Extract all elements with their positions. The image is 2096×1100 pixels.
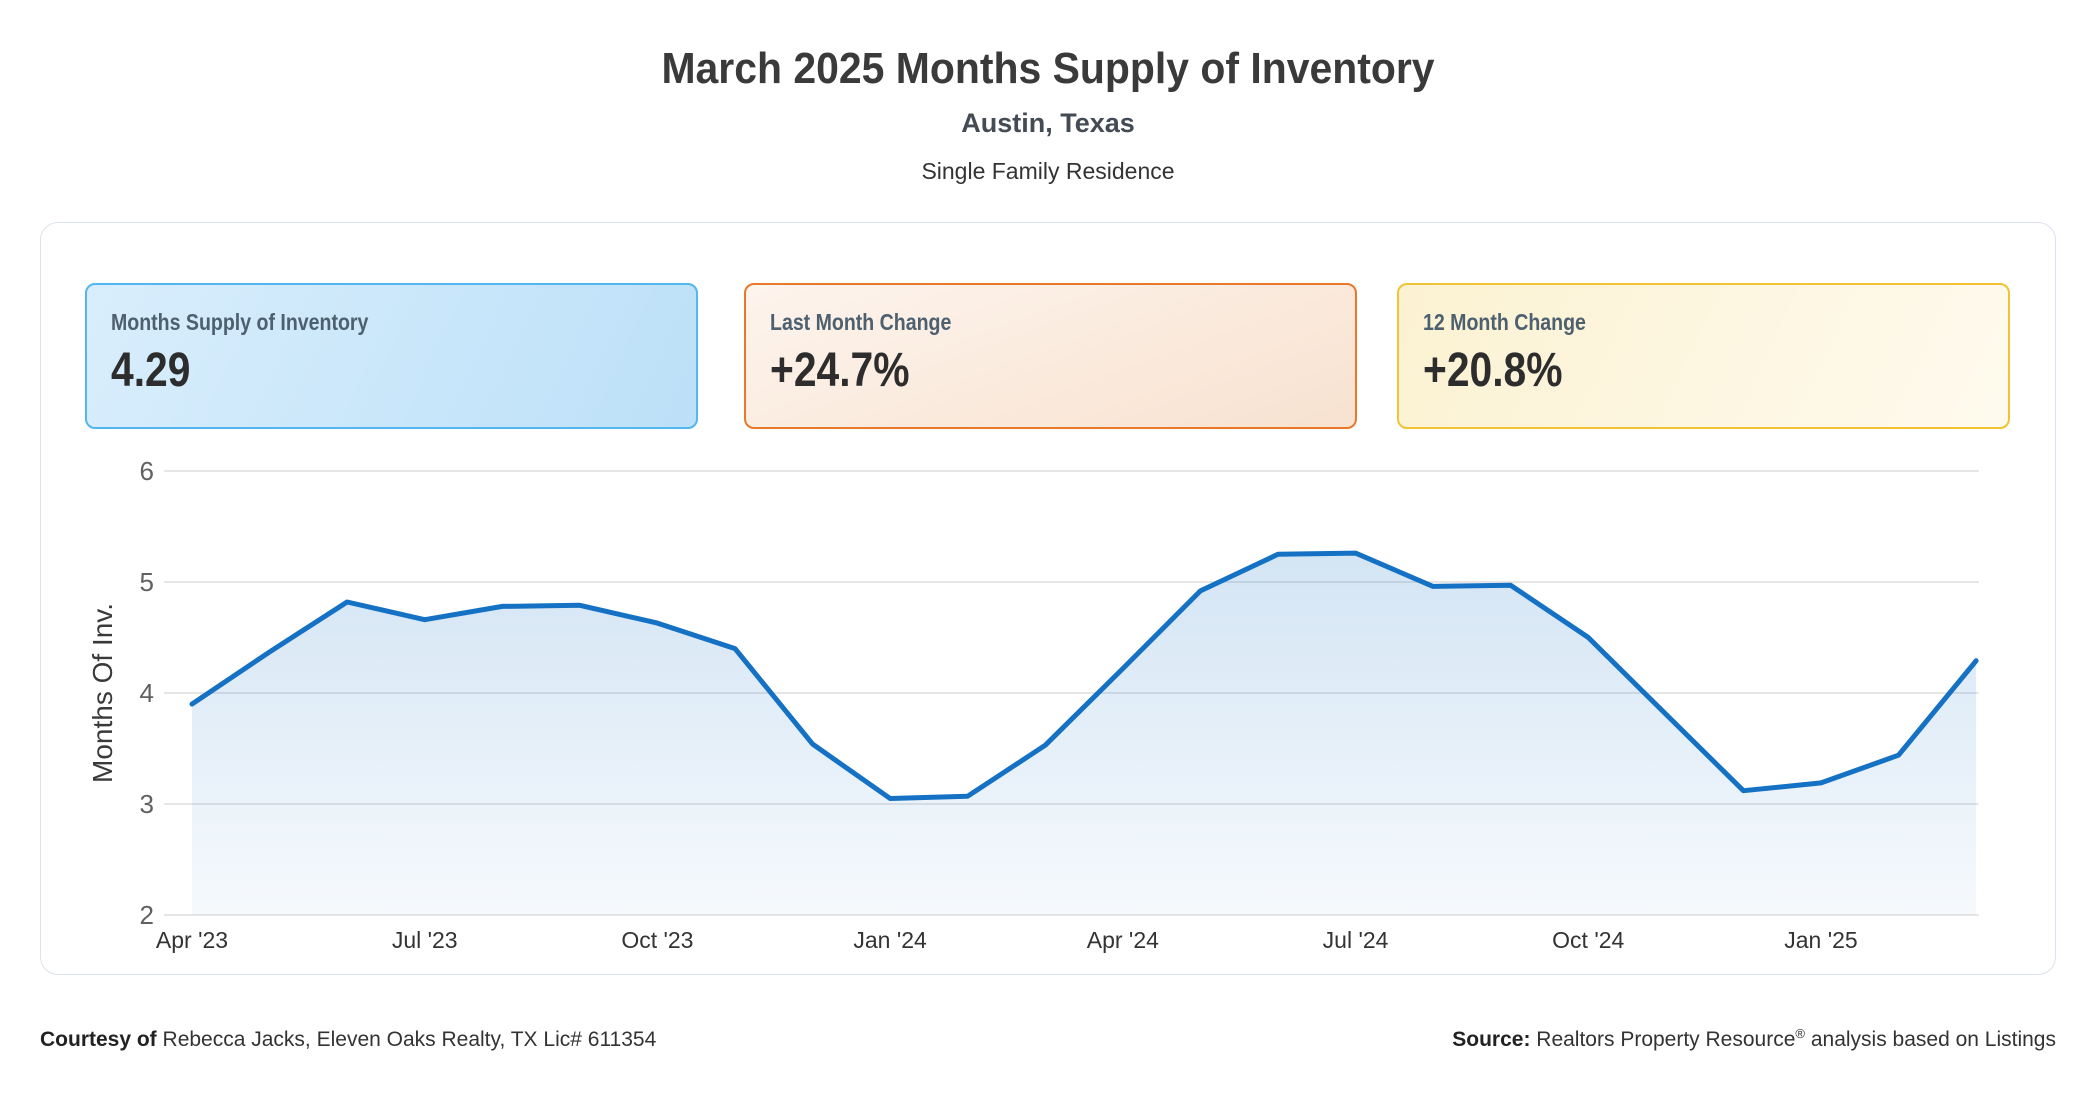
chart-line [189, 550, 1979, 801]
stat-card-value: +24.7% [770, 344, 910, 397]
stat-card-value: +20.8% [1423, 344, 1563, 397]
x-tick-label: Jan '25 [1784, 927, 1857, 953]
x-tick-label: Jul '23 [392, 927, 458, 953]
y-tick-label: 4 [140, 678, 154, 708]
x-tick-label: Jan '24 [853, 927, 927, 953]
y-tick-label: 2 [140, 900, 154, 930]
x-tick-label: Apr '23 [156, 927, 228, 953]
report-card-container: Months Supply of Inventory 4.29 Last Mon… [40, 222, 2056, 975]
chart-y-axis-title: Months Of Inv. [87, 603, 118, 783]
stat-card-label: Months Supply of Inventory [111, 309, 369, 335]
page-subtitle-location: Austin, Texas [961, 108, 1135, 138]
source-label: Source: [1452, 1028, 1531, 1051]
x-tick-label: Oct '23 [621, 927, 693, 953]
page-title: March 2025 Months Supply of Inventory [661, 44, 1435, 93]
stat-card-label: 12 Month Change [1423, 309, 1586, 335]
x-tick-label: Apr '24 [1087, 927, 1159, 953]
stat-card-value: 4.29 [111, 344, 191, 397]
stat-card-12-month-change: 12 Month Change +20.8% [1397, 283, 2010, 429]
report-footer: Courtesy of Rebecca Jacks, Eleven Oaks R… [40, 1026, 2056, 1052]
page-subtitle-property-type: Single Family Residence [921, 158, 1175, 184]
stat-card-months-supply: Months Supply of Inventory 4.29 [85, 283, 698, 429]
y-tick-label: 3 [140, 789, 154, 819]
stat-card-label: Last Month Change [770, 309, 952, 335]
chart-y-tick-labels: 2 3 4 5 6 [140, 456, 154, 930]
courtesy-text: Courtesy of Rebecca Jacks, Eleven Oaks R… [40, 1028, 657, 1051]
y-tick-label: 5 [140, 567, 154, 597]
x-tick-label: Jul '24 [1323, 927, 1389, 953]
stat-card-last-month-change: Last Month Change +24.7% [744, 283, 1357, 429]
y-tick-label: 6 [140, 456, 154, 486]
chart-area-fill [192, 553, 1977, 915]
registered-trademark-symbol: ® [1795, 1026, 1805, 1041]
courtesy-label: Courtesy of [40, 1028, 157, 1051]
x-tick-label: Oct '24 [1552, 927, 1624, 953]
source-text: Source: Realtors Property Resource® anal… [1452, 1026, 2056, 1051]
chart-x-tick-labels: Apr '23 Jul '23 Oct '23 Jan '24 Apr '24 Jul '… [156, 927, 1858, 953]
